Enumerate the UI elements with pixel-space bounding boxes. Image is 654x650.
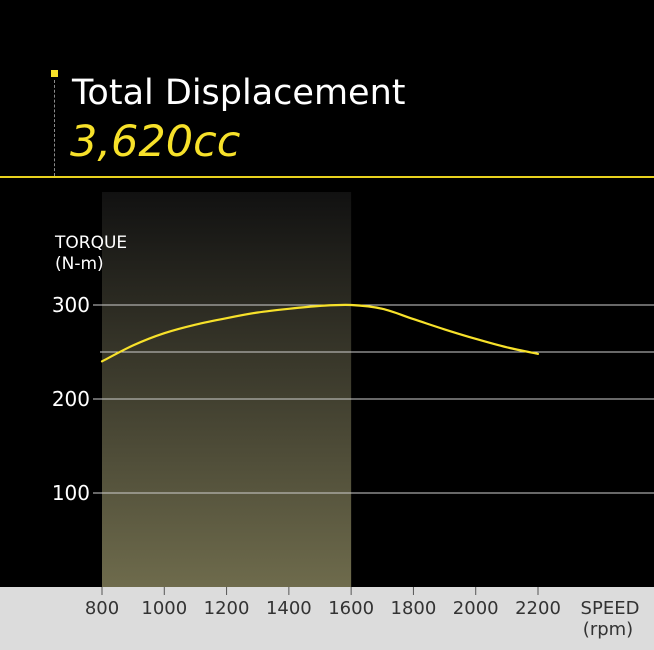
- accent-marker: [51, 70, 58, 77]
- accent-dashed-line: [54, 80, 55, 176]
- displacement-value: 3,620cc: [70, 117, 241, 167]
- torque-series-line: [100, 303, 540, 363]
- y-tick-label-100: 100: [52, 481, 90, 505]
- y-tick-label-300: 300: [52, 293, 90, 317]
- x-tick-label-1400: 1400: [266, 598, 312, 619]
- x-tick-label-1600: 1600: [328, 598, 374, 619]
- page-title: Total Displacement: [72, 73, 406, 113]
- x-tick-label-1000: 1000: [141, 598, 187, 619]
- highlight-band: [102, 192, 352, 587]
- y-axis-label: TORQUE: [54, 233, 127, 253]
- x-tick-label-2200: 2200: [515, 598, 561, 619]
- x-tick-label-2000: 2000: [453, 598, 499, 619]
- x-axis-band: [0, 587, 654, 650]
- x-tick-label-1200: 1200: [204, 598, 250, 619]
- y-tick-label-200: 200: [52, 387, 90, 411]
- x-tick-label-1800: 1800: [391, 598, 437, 619]
- header-divider: [0, 176, 654, 178]
- y-axis-unit: (N-m): [55, 254, 104, 274]
- x-axis-label: SPEED: [581, 598, 640, 619]
- x-tick-label-800: 800: [85, 598, 119, 619]
- x-axis-unit: (rpm): [583, 619, 633, 640]
- header: Total Displacement 3,620cc: [0, 0, 654, 178]
